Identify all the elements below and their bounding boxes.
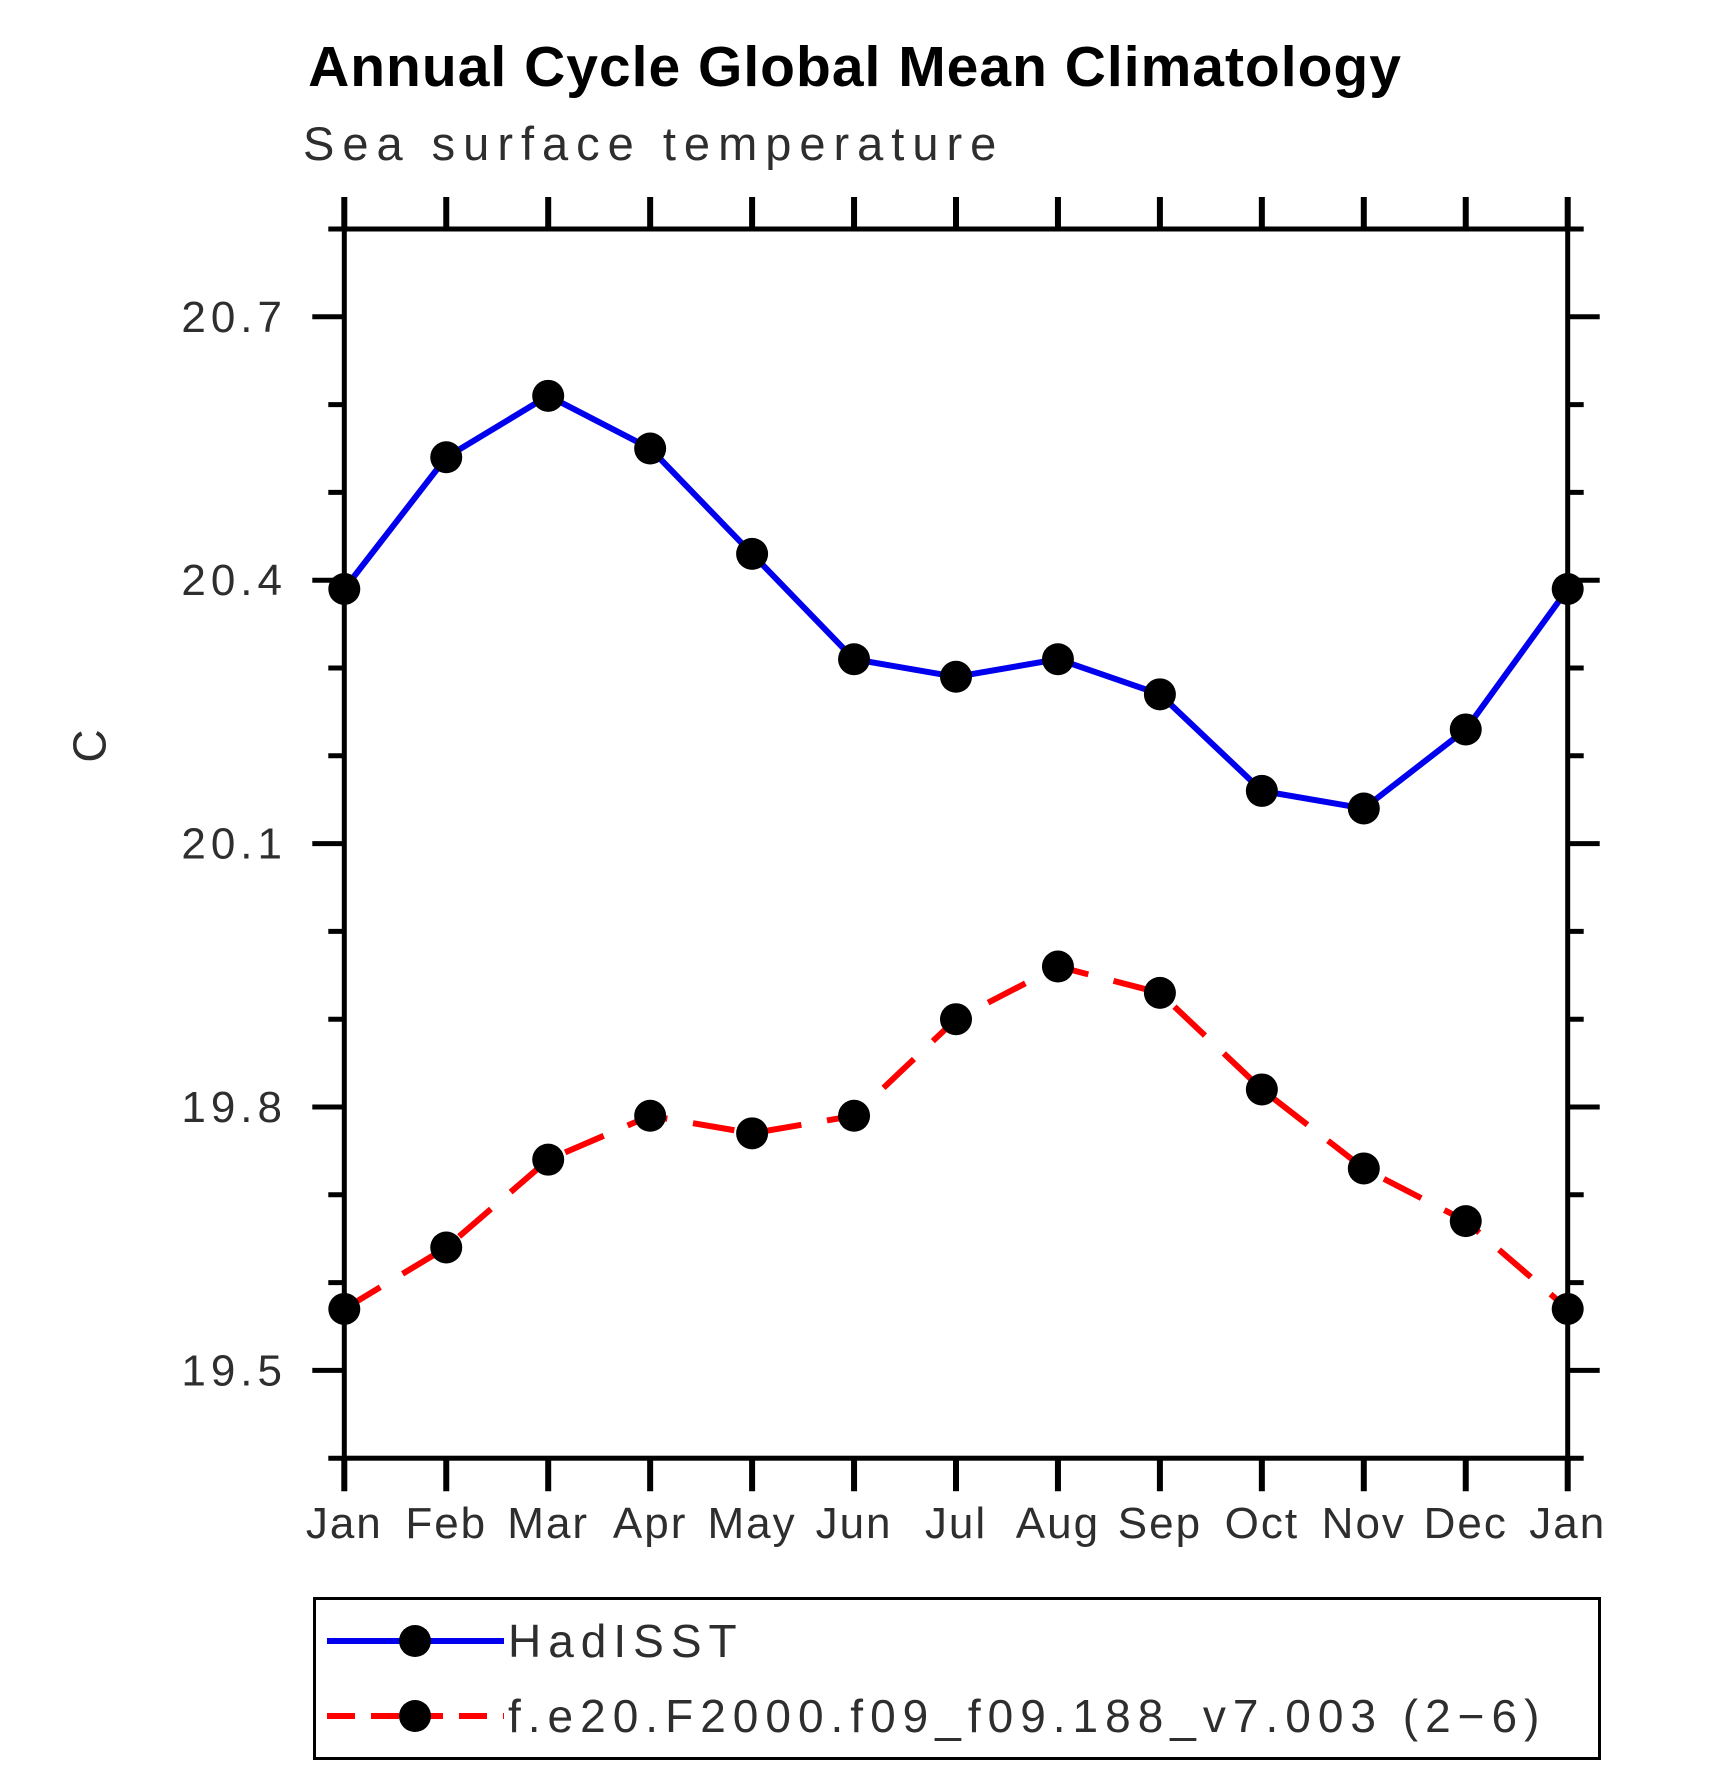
series-0-marker-mar-2 <box>532 379 565 412</box>
series-1-marker-oct-9 <box>1245 1073 1278 1106</box>
series-0-marker-jul-6 <box>940 660 972 693</box>
legend-label-hadisst: HadISST <box>508 1615 744 1667</box>
x-tick-label-jan-0: Jan <box>306 1499 383 1548</box>
series-0-marker-jan-0 <box>328 572 361 605</box>
x-tick-label-aug-7: Aug <box>1016 1499 1100 1548</box>
legend-box: HadISST f.e20.F2000.f09_f09.188_v7.003 (… <box>313 1597 1601 1760</box>
series-0-marker-nov-10 <box>1347 792 1380 825</box>
series-0-marker-aug-7 <box>1041 643 1074 676</box>
legend-entry-hadisst: HadISST <box>320 1615 744 1667</box>
legend-sample-solid-line <box>327 1625 504 1657</box>
y-tick-label-20.7: 20.7 <box>181 293 287 342</box>
series-line-0 <box>341 392 1571 812</box>
series-1-marker-may-4 <box>736 1117 769 1150</box>
x-tick-label-sep-8: Sep <box>1118 1499 1202 1548</box>
legend-marker-dot <box>399 1625 431 1657</box>
series-1-marker-nov-10 <box>1347 1152 1380 1185</box>
series-1-marker-apr-3 <box>634 1099 667 1132</box>
x-tick-label-feb-1: Feb <box>405 1499 487 1548</box>
y-tick-label-20.4: 20.4 <box>181 556 287 605</box>
x-tick-label-jul-6: Jul <box>925 1499 987 1548</box>
x-tick-label-oct-9: Oct <box>1225 1499 1299 1548</box>
series-0-marker-apr-3 <box>634 432 667 465</box>
series-1-marker-jul-6 <box>940 1003 972 1036</box>
series-0-marker-feb-1 <box>430 441 463 474</box>
series-0-marker-oct-9 <box>1245 774 1278 807</box>
x-tick-label-jan-12: Jan <box>1529 1499 1606 1548</box>
y-tick-label-19.8: 19.8 <box>181 1083 287 1132</box>
legend-label-model: f.e20.F2000.f09_f09.188_v7.003 (2−6) <box>508 1690 1547 1742</box>
legend-entry-model: f.e20.F2000.f09_f09.188_v7.003 (2−6) <box>320 1690 1546 1742</box>
y-tick-label-20.1: 20.1 <box>181 820 287 869</box>
series-1-marker-mar-2 <box>532 1143 565 1176</box>
chart-title: Annual Cycle Global Mean Climatology <box>308 35 1402 99</box>
x-tick-label-may-4: May <box>708 1499 797 1548</box>
x-tick-label-nov-10: Nov <box>1322 1499 1406 1548</box>
series-0-marker-jun-5 <box>838 643 871 676</box>
series-0-marker-sep-8 <box>1143 678 1176 711</box>
x-tick-label-apr-3: Apr <box>613 1499 687 1548</box>
series-1-marker-sep-8 <box>1143 976 1176 1009</box>
plot-frame <box>341 226 1571 1461</box>
series-0-marker-may-4 <box>736 537 769 570</box>
chart-subtitle: Sea surface temperature <box>303 117 1005 170</box>
x-tick-label-jun-5: Jun <box>816 1499 893 1548</box>
series-1-marker-dec-11 <box>1449 1205 1482 1238</box>
legend-marker-dot <box>399 1700 431 1732</box>
legend-sample-dashed-line <box>327 1700 504 1732</box>
x-tick-label-mar-2: Mar <box>507 1499 589 1548</box>
series-1-marker-feb-1 <box>430 1231 463 1264</box>
series-1-marker-aug-7 <box>1041 950 1074 983</box>
y-tick-label-19.5: 19.5 <box>181 1346 287 1395</box>
series-1-marker-jan-12 <box>1551 1292 1584 1325</box>
series-0-marker-dec-11 <box>1449 713 1482 746</box>
series-1-marker-jun-5 <box>838 1099 871 1132</box>
x-tick-label-dec-11: Dec <box>1424 1499 1508 1548</box>
series-1-marker-jan-0 <box>328 1292 361 1325</box>
series-0-marker-jan-12 <box>1551 572 1584 605</box>
